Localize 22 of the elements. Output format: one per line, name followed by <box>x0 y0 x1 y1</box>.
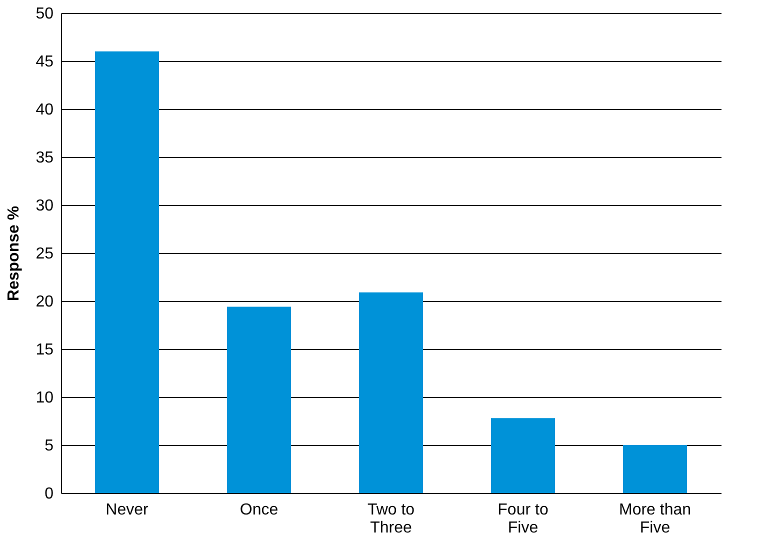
x-tick-label: Once <box>240 502 278 518</box>
x-tick-label: More than Five <box>618 502 692 536</box>
y-tick-label: 50 <box>36 6 54 22</box>
y-tick-label: 30 <box>36 198 54 214</box>
y-tick-label: 0 <box>44 486 54 502</box>
bar <box>95 51 159 493</box>
x-tick-label: Never <box>106 502 150 518</box>
bar <box>359 292 423 493</box>
x-tick-label: Two to Three <box>367 502 415 536</box>
y-tick-label: 25 <box>36 246 54 262</box>
y-tick-label: 40 <box>36 102 54 118</box>
bar <box>623 445 687 493</box>
x-tick-label: Four to Five <box>498 502 548 536</box>
bar <box>491 418 555 493</box>
bar <box>227 306 291 493</box>
y-tick-label: 10 <box>36 390 54 406</box>
y-axis-title: Response % <box>6 206 23 302</box>
y-tick-label: 20 <box>36 294 54 310</box>
y-tick-label: 15 <box>36 342 54 358</box>
y-tick-label: 45 <box>36 54 54 70</box>
y-tick-label: 35 <box>36 150 54 166</box>
y-tick-label: 5 <box>44 438 54 454</box>
